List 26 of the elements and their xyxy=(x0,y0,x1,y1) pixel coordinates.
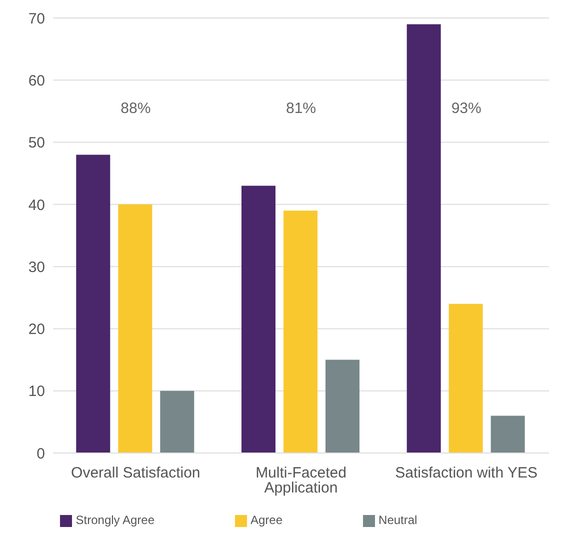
bar xyxy=(406,24,441,453)
x-tick-label: Overall Satisfaction xyxy=(71,464,200,482)
legend-label: Strongly Agree xyxy=(76,513,154,527)
y-tick-label: 50 xyxy=(28,134,45,152)
annotation: 81% xyxy=(284,100,318,117)
y-tick-label: 10 xyxy=(28,383,45,400)
x-tick-label: Multi-Faceted Application xyxy=(256,464,346,497)
x-tick-label: Satisfaction with YES xyxy=(395,464,538,482)
legend-label: Neutral xyxy=(378,513,418,527)
bar xyxy=(241,186,276,453)
annotation: 88% xyxy=(120,100,152,117)
y-tick-label: 70 xyxy=(28,10,45,28)
bar xyxy=(325,360,360,453)
bar xyxy=(448,304,483,453)
bar xyxy=(160,390,194,453)
annotation: 93% xyxy=(450,100,482,117)
bar xyxy=(283,210,318,453)
y-tick-label: 30 xyxy=(28,258,45,276)
y-tick-label: 0 xyxy=(36,445,45,462)
y-tick-label: 60 xyxy=(28,72,45,90)
y-tick-label: 20 xyxy=(28,321,45,338)
bar xyxy=(490,416,525,453)
legend-label: Agree xyxy=(250,513,283,527)
bar xyxy=(118,204,152,453)
bar xyxy=(76,154,110,453)
y-tick-label: 40 xyxy=(28,196,45,214)
